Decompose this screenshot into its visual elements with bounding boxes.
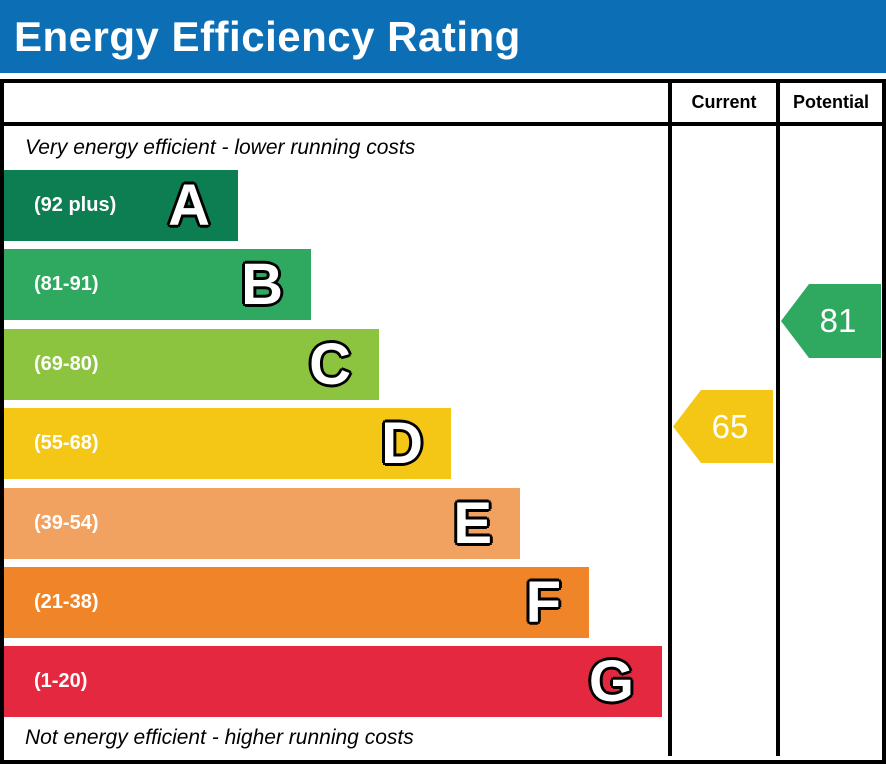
column-header-current: Current	[691, 92, 757, 112]
note-very-efficient: Very energy efficient - lower running co…	[25, 136, 416, 159]
band-g: (1-20) G	[4, 646, 662, 717]
band-b-range-label: (81-91)	[34, 273, 99, 295]
note-not-efficient: Not energy efficient - higher running co…	[25, 726, 414, 749]
band-e-range-label: (39-54)	[34, 512, 99, 534]
band-a: (92 plus) A	[4, 170, 238, 241]
header-row-divider	[4, 122, 882, 126]
band-c: (69-80) C	[4, 329, 379, 400]
column-divider-current	[668, 83, 672, 756]
page-title: Energy Efficiency Rating	[14, 12, 521, 60]
band-b-letter: B	[241, 251, 283, 317]
band-d: (55-68) D	[4, 408, 451, 479]
band-a-range-label: (92 plus)	[34, 194, 117, 216]
column-divider-potential	[776, 83, 780, 756]
band-b: (81-91) B	[4, 249, 311, 320]
band-g-letter: G	[588, 648, 634, 714]
band-c-letter: C	[309, 331, 351, 397]
band-d-range-label: (55-68)	[34, 432, 99, 454]
band-f: (21-38) F	[4, 567, 589, 638]
band-f-letter: F	[525, 569, 561, 635]
band-g-range-label: (1-20)	[34, 670, 88, 692]
band-a-letter: A	[168, 172, 210, 238]
band-e: (39-54) E	[4, 488, 520, 559]
band-c-range-label: (69-80)	[34, 353, 99, 375]
band-e-letter: E	[453, 490, 492, 556]
band-f-range-label: (21-38)	[34, 591, 99, 613]
current-rating-marker: 65	[673, 390, 773, 463]
band-d-letter: D	[381, 410, 423, 476]
title-bar: Energy Efficiency Rating	[0, 0, 886, 73]
potential-rating-marker: 81	[781, 284, 881, 358]
current-rating-value: 65	[711, 407, 749, 445]
potential-rating-value: 81	[819, 302, 857, 339]
column-header-potential: Potential	[792, 92, 869, 112]
